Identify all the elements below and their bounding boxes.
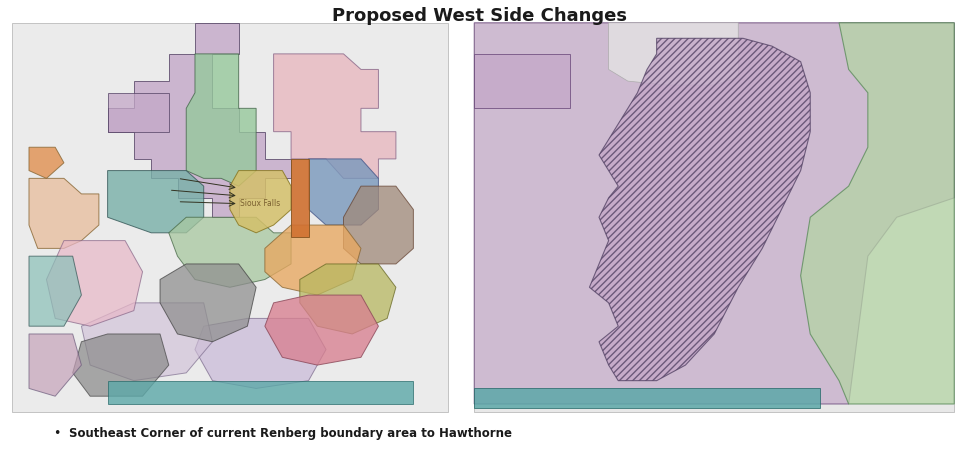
Polygon shape (300, 264, 396, 334)
Polygon shape (308, 159, 378, 225)
Polygon shape (274, 54, 396, 178)
Polygon shape (29, 256, 82, 326)
Polygon shape (265, 225, 361, 295)
Polygon shape (195, 318, 326, 389)
Polygon shape (801, 23, 954, 404)
Text: Proposed West Side Changes: Proposed West Side Changes (332, 7, 628, 25)
Polygon shape (291, 159, 308, 237)
Polygon shape (108, 23, 291, 217)
Polygon shape (474, 54, 570, 108)
Polygon shape (160, 264, 256, 342)
Text: •: • (53, 427, 60, 440)
Text: Sioux Falls: Sioux Falls (240, 199, 280, 208)
Polygon shape (230, 171, 291, 233)
Polygon shape (108, 93, 169, 131)
Polygon shape (265, 295, 378, 365)
Text: Southeast Corner of current Renberg boundary area to Hawthorne: Southeast Corner of current Renberg boun… (69, 427, 512, 440)
Polygon shape (73, 334, 169, 396)
Polygon shape (169, 217, 291, 287)
Polygon shape (474, 23, 954, 404)
Polygon shape (29, 147, 64, 178)
Polygon shape (46, 241, 143, 326)
Polygon shape (82, 303, 212, 381)
Polygon shape (344, 186, 414, 264)
Polygon shape (29, 178, 99, 248)
Polygon shape (589, 38, 810, 381)
Polygon shape (108, 171, 204, 233)
Bar (474, 23, 954, 412)
Bar (12, 23, 448, 412)
Polygon shape (609, 23, 738, 85)
Polygon shape (474, 389, 820, 408)
Polygon shape (186, 54, 256, 186)
Polygon shape (108, 381, 414, 404)
Polygon shape (29, 334, 82, 396)
